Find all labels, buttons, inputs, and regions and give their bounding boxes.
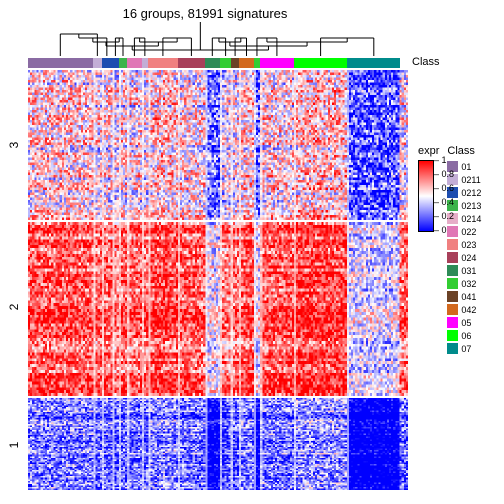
class-legend-title: Class xyxy=(447,145,481,157)
class-legend-item: 032 xyxy=(447,277,481,290)
class-legend-label: 0212 xyxy=(461,188,481,198)
class-bar-label: Class xyxy=(412,56,440,68)
class-bar-segment xyxy=(28,58,93,68)
class-legend-label: 06 xyxy=(461,331,471,341)
row-label-1: 1 xyxy=(7,439,21,451)
expr-tick: – 0.6 xyxy=(434,183,454,193)
class-bar-segment xyxy=(220,58,231,68)
class-swatch xyxy=(447,304,458,315)
class-bar-segment xyxy=(347,58,400,68)
class-legend-label: 041 xyxy=(461,292,476,302)
heatmap-block xyxy=(28,396,408,490)
expr-tick: – 0.8 xyxy=(434,169,454,179)
class-legend-item: 022 xyxy=(447,225,481,238)
expr-tick: – 0.4 xyxy=(434,197,454,207)
class-bar-segment xyxy=(119,58,127,68)
class-bar-segment xyxy=(112,58,120,68)
class-bar-segment xyxy=(294,58,347,68)
class-legend-label: 05 xyxy=(461,318,471,328)
class-swatch xyxy=(447,239,458,250)
class-bar-segment xyxy=(231,58,239,68)
class-legend-label: 022 xyxy=(461,227,476,237)
class-bar-segment xyxy=(127,58,142,68)
class-legend-item: 031 xyxy=(447,264,481,277)
class-legend-label: 042 xyxy=(461,305,476,315)
expr-tick: – 1 xyxy=(434,155,447,165)
class-bar-segment xyxy=(205,58,220,68)
class-swatch xyxy=(447,330,458,341)
class-legend-item: 042 xyxy=(447,303,481,316)
row-label-3: 3 xyxy=(7,139,21,151)
class-bar-segment xyxy=(148,58,178,68)
class-bar-segment xyxy=(102,58,112,68)
class-legend-item: 024 xyxy=(447,251,481,264)
chart-title: 16 groups, 81991 signatures xyxy=(0,6,410,21)
expr-tick: – 0.2 xyxy=(434,211,454,221)
class-swatch xyxy=(447,291,458,302)
expr-gradient xyxy=(418,160,434,232)
class-legend-item: 041 xyxy=(447,290,481,303)
heatmap-block xyxy=(28,220,408,396)
class-swatch xyxy=(447,226,458,237)
dendrogram xyxy=(28,22,408,56)
heatmap xyxy=(28,70,408,490)
class-legend-label: 0213 xyxy=(461,201,481,211)
class-legend-label: 07 xyxy=(461,344,471,354)
expr-tick: – 0 xyxy=(434,225,447,235)
class-swatch xyxy=(447,278,458,289)
class-legend-label: 031 xyxy=(461,266,476,276)
class-legend-item: 023 xyxy=(447,238,481,251)
class-bar-segment xyxy=(239,58,254,68)
class-legend-label: 024 xyxy=(461,253,476,263)
class-legend-item: 05 xyxy=(447,316,481,329)
class-legend-label: 0211 xyxy=(461,175,480,185)
row-label-2: 2 xyxy=(7,301,21,313)
class-swatch xyxy=(447,317,458,328)
class-legend-label: 023 xyxy=(461,240,476,250)
heatmap-block xyxy=(28,70,408,220)
class-swatch xyxy=(447,343,458,354)
class-legend-label: 01 xyxy=(461,162,471,172)
class-annotation-bar xyxy=(28,58,408,68)
class-bar-segment xyxy=(178,58,205,68)
class-legend-label: 0214 xyxy=(461,214,481,224)
class-legend-item: 07 xyxy=(447,342,481,355)
legend-area: expr – 1– 0.8– 0.6– 0.4– 0.2– 0 Class 01… xyxy=(418,145,500,355)
class-legend-item: 06 xyxy=(447,329,481,342)
class-swatch xyxy=(447,252,458,263)
class-legend-label: 032 xyxy=(461,279,476,289)
class-swatch xyxy=(447,265,458,276)
class-bar-segment xyxy=(93,58,103,68)
class-bar-segment xyxy=(260,58,294,68)
